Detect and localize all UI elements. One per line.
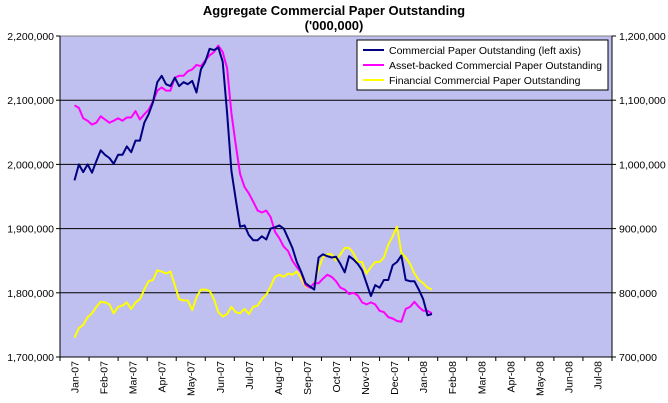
series-line bbox=[73, 44, 433, 323]
y-left-tick-label: 1,700,000 bbox=[7, 352, 54, 364]
y-left-tick-label: 1,900,000 bbox=[7, 224, 54, 236]
y-right-tick-label: 800,000 bbox=[619, 288, 657, 300]
y-left-tick-label: 2,000,000 bbox=[7, 159, 54, 171]
legend-label: Commercial Paper Outstanding (left axis) bbox=[389, 45, 581, 57]
y-left-tick-label: 1,800,000 bbox=[7, 288, 54, 300]
y-left-tick-label: 2,200,000 bbox=[7, 31, 54, 43]
x-tick-label: Oct-07 bbox=[331, 361, 343, 393]
x-tick-label: Jun-08 bbox=[563, 361, 575, 393]
x-tick-label: Nov-07 bbox=[360, 361, 372, 395]
legend-label: Asset-backed Commercial Paper Outstandin… bbox=[389, 60, 602, 72]
legend: Commercial Paper Outstanding (left axis)… bbox=[356, 39, 609, 91]
x-tick-label: Dec-07 bbox=[389, 361, 401, 395]
x-tick-label: Mar-08 bbox=[476, 361, 488, 394]
x-tick-label: May-07 bbox=[186, 361, 198, 396]
chart-subtitle: ('000,000) bbox=[305, 18, 364, 33]
y-right-tick-label: 1,100,000 bbox=[619, 95, 666, 107]
y-right-tick-label: 700,000 bbox=[619, 352, 657, 364]
chart-title: Aggregate Commercial Paper Outstanding bbox=[203, 3, 465, 18]
x-tick-label: Jan-07 bbox=[70, 361, 82, 393]
x-tick-label: Aug-07 bbox=[273, 361, 285, 395]
y-left-tick-label: 2,100,000 bbox=[7, 95, 54, 107]
x-tick-label: Jun-07 bbox=[215, 361, 227, 393]
legend-box bbox=[356, 39, 609, 91]
x-tick-label: Feb-08 bbox=[447, 361, 459, 394]
x-tick-label: Apr-07 bbox=[157, 361, 169, 393]
x-tick-label: Jan-08 bbox=[418, 361, 430, 393]
axes: 1,700,000 1,800,000 1,900,000 2,000,000 2,10… bbox=[7, 31, 666, 396]
y-right-tick-label: 1,200,000 bbox=[619, 31, 666, 43]
series-line bbox=[73, 46, 433, 317]
series-line bbox=[73, 225, 433, 339]
y-right-tick-label: 900,000 bbox=[619, 224, 657, 236]
x-tick-label: Sep-07 bbox=[302, 361, 314, 395]
x-tick-label: May-08 bbox=[534, 361, 546, 396]
gridlines bbox=[60, 99, 612, 294]
series-lines bbox=[73, 44, 433, 339]
y-right-tick-label: 1,000,000 bbox=[619, 159, 666, 171]
x-tick-label: Mar-07 bbox=[128, 361, 140, 394]
x-tick-label: Apr-08 bbox=[505, 361, 517, 393]
legend-items: Commercial Paper Outstanding (left axis)… bbox=[363, 45, 602, 87]
x-tick-label: Feb-07 bbox=[99, 361, 111, 394]
x-tick-label: Jul-08 bbox=[592, 361, 604, 390]
x-tick-label: Jul-07 bbox=[244, 361, 256, 390]
legend-label: Financial Commercial Paper Outstanding bbox=[389, 75, 581, 87]
